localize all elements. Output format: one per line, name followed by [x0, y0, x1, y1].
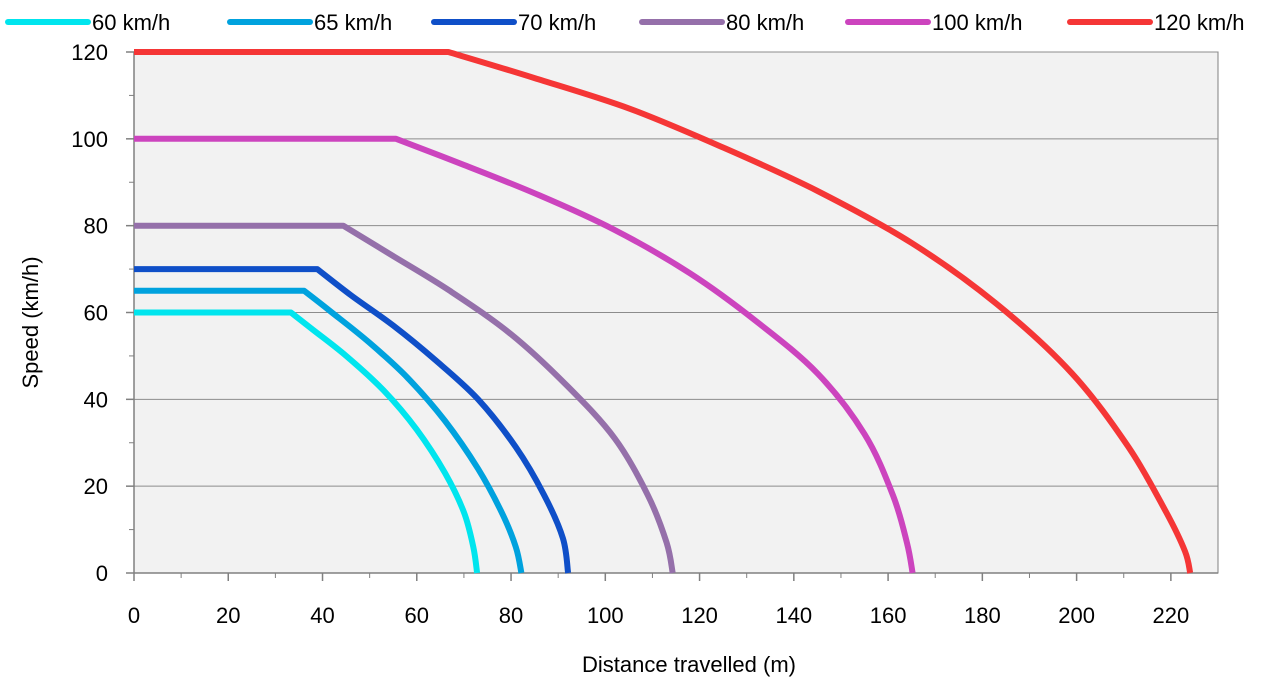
x-tick-label: 140 — [775, 603, 812, 628]
series-line-1 — [134, 287, 525, 574]
x-tick-label: 220 — [1153, 603, 1190, 628]
x-tick-label: 120 — [681, 603, 718, 628]
legend-label-4: 100 km/h — [932, 10, 1023, 35]
y-tick-label: 80 — [84, 214, 108, 239]
y-tick-label: 60 — [84, 301, 108, 326]
ticks: 0 20 40 60 80 100 120 0 20 40 60 80 100 120 140 160 180 2… — [71, 40, 1189, 628]
x-tick-label: 0 — [128, 603, 140, 628]
legend-label-5: 120 km/h — [1154, 10, 1245, 35]
x-tick-label: 180 — [964, 603, 1001, 628]
legend-label-0: 60 km/h — [92, 10, 170, 35]
x-tick-label: 160 — [870, 603, 907, 628]
y-tick-label: 100 — [71, 127, 108, 152]
x-tick-label: 80 — [499, 603, 523, 628]
y-tick-label: 20 — [84, 474, 108, 499]
y-axis-title: Speed (km/h) — [18, 256, 43, 388]
x-tick-label: 200 — [1058, 603, 1095, 628]
series-line-5 — [134, 49, 1194, 574]
series-line-0 — [134, 309, 481, 574]
y-tick-label: 0 — [96, 561, 108, 586]
y-tick-label: 120 — [71, 40, 108, 65]
legend: 60 km/h 65 km/h 70 km/h 80 km/h 100 km/h 120 … — [5, 10, 1245, 35]
y-tick-label: 40 — [84, 387, 108, 412]
x-tick-label: 20 — [216, 603, 240, 628]
x-axis-title: Distance travelled (m) — [582, 652, 796, 677]
legend-label-3: 80 km/h — [726, 10, 804, 35]
series-line-4 — [134, 135, 916, 574]
series-line-2 — [134, 266, 572, 574]
x-tick-label: 60 — [405, 603, 429, 628]
legend-label-1: 65 km/h — [314, 10, 392, 35]
x-tick-label: 40 — [310, 603, 334, 628]
legend-label-2: 70 km/h — [518, 10, 596, 35]
series-line-3 — [134, 222, 676, 574]
series-layer — [134, 49, 1194, 574]
x-tick-label: 100 — [587, 603, 624, 628]
